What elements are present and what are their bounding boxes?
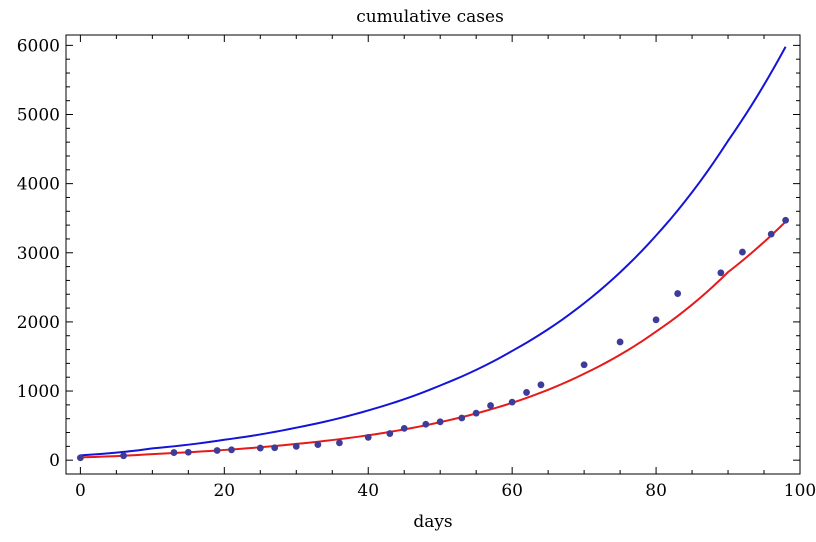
y-tick-label: 6000: [17, 36, 60, 56]
curves: [80, 46, 787, 459]
data-point: [616, 338, 624, 346]
x-tick-label: 40: [357, 481, 379, 501]
data-point: [400, 424, 408, 432]
y-axis-ticks: 0 1000 2000 3000 4000 5000 6000: [17, 36, 800, 471]
curve-1: [80, 220, 787, 459]
y-tick-label: 4000: [17, 175, 60, 195]
data-point: [292, 442, 300, 450]
data-point: [436, 418, 444, 426]
data-point: [472, 409, 480, 417]
data-points: [76, 216, 790, 462]
data-point: [364, 433, 372, 441]
x-tick-label: 80: [645, 481, 667, 501]
data-point: [717, 269, 725, 277]
data-point: [184, 448, 192, 456]
data-point: [76, 454, 84, 462]
data-point: [537, 381, 545, 389]
data-point: [120, 452, 127, 460]
x-tick-label: 60: [501, 481, 523, 501]
x-tick-label: 100: [784, 481, 816, 501]
y-tick-label: 5000: [17, 106, 60, 126]
data-point: [336, 439, 343, 447]
data-point: [314, 441, 322, 449]
x-tick-label: 20: [213, 481, 235, 501]
data-point: [580, 361, 588, 369]
data-point: [674, 290, 682, 297]
data-point: [487, 402, 494, 409]
data-point: [228, 446, 235, 454]
curve-2: [80, 46, 787, 457]
data-point: [256, 444, 264, 452]
y-tick-label: 2000: [17, 313, 60, 333]
x-axis-label: days: [413, 512, 452, 532]
data-point: [170, 449, 178, 456]
data-point: [652, 316, 660, 324]
data-point: [271, 444, 279, 452]
data-point: [386, 430, 394, 437]
data-point: [422, 420, 430, 428]
x-tick-label: 0: [75, 481, 86, 501]
data-point: [508, 398, 516, 406]
plot-frame: [65, 34, 801, 475]
x-axis-ticks: 0 20 40 60 80 100: [75, 35, 816, 501]
data-point: [458, 414, 466, 422]
chart-title: cumulative cases: [356, 7, 504, 27]
data-point: [767, 230, 775, 238]
data-point: [523, 389, 530, 396]
data-point: [739, 248, 746, 256]
y-tick-label: 0: [49, 451, 60, 471]
data-point: [213, 447, 221, 454]
y-tick-label: 3000: [17, 244, 60, 264]
y-tick-label: 1000: [17, 382, 60, 402]
data-point: [782, 216, 790, 224]
